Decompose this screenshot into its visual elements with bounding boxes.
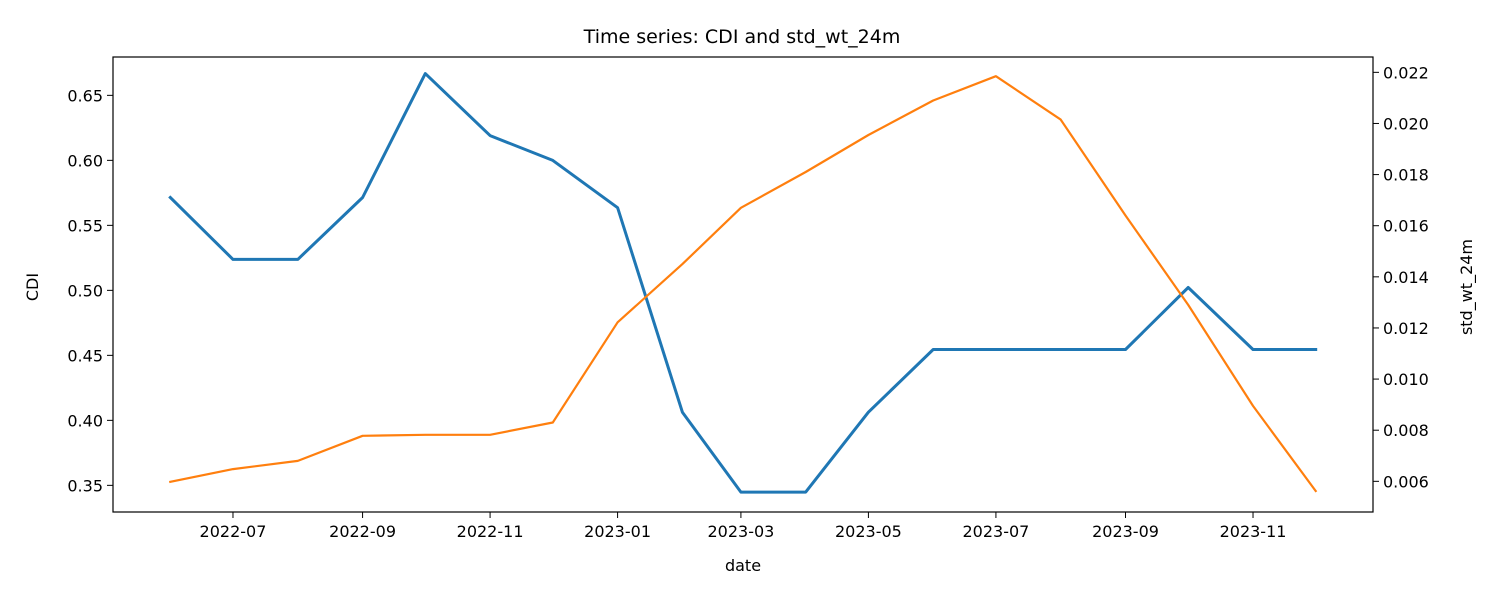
plot-frame <box>112 56 1374 513</box>
y-right-tick-label: 0.006 <box>1383 472 1429 491</box>
y-left-tick-label: 0.60 <box>67 151 103 170</box>
y-left-tick-label: 0.65 <box>67 86 103 105</box>
x-tick-label: 2022-09 <box>329 522 396 541</box>
y-left-tick-label: 0.40 <box>67 411 103 430</box>
axes-layer: 2022-07 2022-09 2022-11 2023-01 2023-03 2023-… <box>67 63 1428 541</box>
series-layer <box>168 72 1318 494</box>
y-right-tick-label: 0.012 <box>1383 319 1429 338</box>
x-tick-label: 2023-09 <box>1092 522 1159 541</box>
x-axis-label: date <box>725 556 761 575</box>
y-left-tick-label: 0.55 <box>67 216 103 235</box>
x-tick-label: 2023-11 <box>1220 522 1287 541</box>
y-right-tick-label: 0.020 <box>1383 114 1429 133</box>
x-tick-label: 2022-07 <box>200 522 267 541</box>
y-axis-left-label: CDI <box>23 273 42 301</box>
y-right-tick-label: 0.016 <box>1383 217 1429 236</box>
y-right-tick-label: 0.008 <box>1383 421 1429 440</box>
y-left-tick-label: 0.35 <box>67 476 103 495</box>
y-left-tick-label: 0.50 <box>67 281 103 300</box>
y-left-tick-label: 0.45 <box>67 346 103 365</box>
y-right-tick-label: 0.018 <box>1383 166 1429 185</box>
y-right-tick-label: 0.014 <box>1383 268 1429 287</box>
y-axis-right-label: std_wt_24m <box>1457 239 1477 335</box>
y-right-tick-label: 0.022 <box>1383 63 1429 82</box>
x-tick-label: 2023-05 <box>835 522 902 541</box>
x-tick-label: 2023-01 <box>584 522 651 541</box>
x-tick-label: 2023-03 <box>707 522 774 541</box>
y-right-tick-label: 0.010 <box>1383 370 1429 389</box>
x-tick-label: 2022-11 <box>457 522 524 541</box>
x-tick-label: 2023-07 <box>962 522 1029 541</box>
series-line-cdi <box>168 72 1318 494</box>
series-line-std-wt-24m <box>169 75 1318 493</box>
chart-title: Time series: CDI and std_wt_24m <box>583 26 901 48</box>
